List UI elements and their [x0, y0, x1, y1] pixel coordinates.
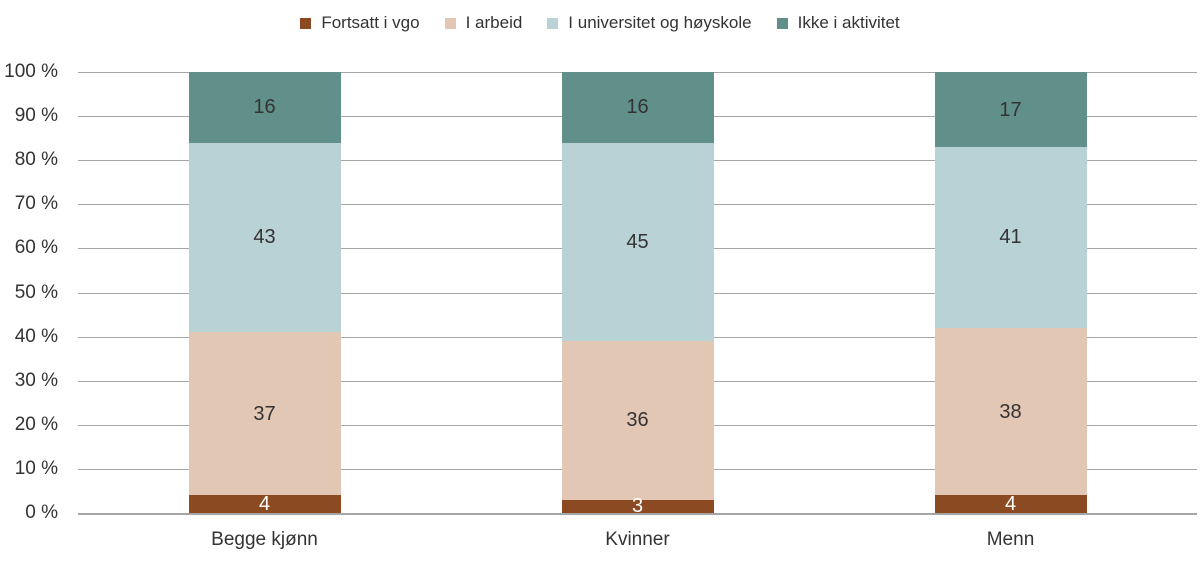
bar-segment-label: 3: [631, 495, 644, 518]
legend-swatch-icon: [300, 18, 312, 30]
bar: 17 41 38 4: [934, 72, 1087, 516]
y-axis-tick-label: 100 %: [4, 61, 58, 82]
legend-label: Ikke i aktivitet: [797, 13, 900, 32]
y-axis-tick-label: 90 %: [14, 105, 58, 127]
bar-segment-label: 16: [253, 96, 276, 119]
legend-item: I arbeid: [444, 13, 523, 33]
bar: 16 43 37 4: [188, 72, 341, 516]
y-axis-tick-label: 0 %: [25, 502, 58, 523]
bar-segment-label: 45: [626, 230, 649, 253]
chart-legend: Fortsatt i vgo I arbeid I universitet og h…: [0, 13, 1200, 33]
legend-swatch-icon: [776, 18, 788, 30]
legend-swatch-icon: [547, 18, 559, 30]
bar-segment-label: 17: [999, 98, 1022, 121]
bar-segment: 3: [561, 496, 714, 516]
bar-segment-label: 37: [253, 402, 276, 425]
x-axis-category-label: Menn: [986, 529, 1035, 550]
legend-swatch-icon: [444, 18, 456, 30]
x-axis-category-label: Kvinner: [605, 529, 670, 550]
bar-segment: 38: [934, 327, 1087, 496]
y-axis-tick-label: 50 %: [14, 281, 58, 303]
bar-segment: 17: [934, 72, 1087, 147]
bar-segment: 4: [188, 493, 341, 516]
bar-segment: 36: [561, 341, 714, 500]
y-axis-tick-label: 60 %: [14, 237, 58, 259]
bar-segment: 43: [188, 142, 341, 333]
legend-item: Fortsatt i vgo: [300, 13, 420, 33]
bar-segment-label: 38: [999, 400, 1022, 423]
bar-segment-label: 36: [626, 409, 649, 432]
bar-segment-label: 4: [258, 493, 271, 516]
y-axis-tick-label: 20 %: [14, 413, 58, 435]
legend-label: Fortsatt i vgo: [321, 13, 420, 32]
bar-segment-label: 41: [999, 226, 1022, 249]
y-axis-tick-label: 70 %: [14, 193, 58, 215]
y-axis-tick-label: 40 %: [14, 325, 58, 347]
plot-area: 16 43 37 4 16 45 36 3 17 41 38 4: [78, 72, 1197, 516]
bar-segment-label: 4: [1004, 493, 1017, 516]
legend-label: I universitet og høyskole: [568, 13, 752, 32]
bar-segment: 16: [561, 72, 714, 143]
bar-segment-label: 43: [253, 226, 276, 249]
bar-segment: 4: [934, 493, 1087, 516]
bar-segment: 37: [188, 332, 341, 496]
legend-item: I universitet og høyskole: [547, 13, 752, 33]
y-axis-tick-label: 30 %: [14, 369, 58, 391]
bar: 16 45 36 3: [561, 72, 714, 516]
bar-segment: 16: [188, 72, 341, 143]
y-axis-tick-label: 10 %: [14, 457, 58, 479]
x-axis-line: [78, 513, 1197, 515]
x-axis-category-label: Begge kjønn: [211, 529, 318, 550]
bar-segment: 41: [934, 147, 1087, 328]
bar-segment: 45: [561, 142, 714, 342]
legend-item: Ikke i aktivitet: [776, 13, 900, 33]
legend-label: I arbeid: [465, 13, 523, 32]
bar-segment-label: 16: [626, 96, 649, 119]
y-axis-tick-label: 80 %: [14, 149, 58, 171]
